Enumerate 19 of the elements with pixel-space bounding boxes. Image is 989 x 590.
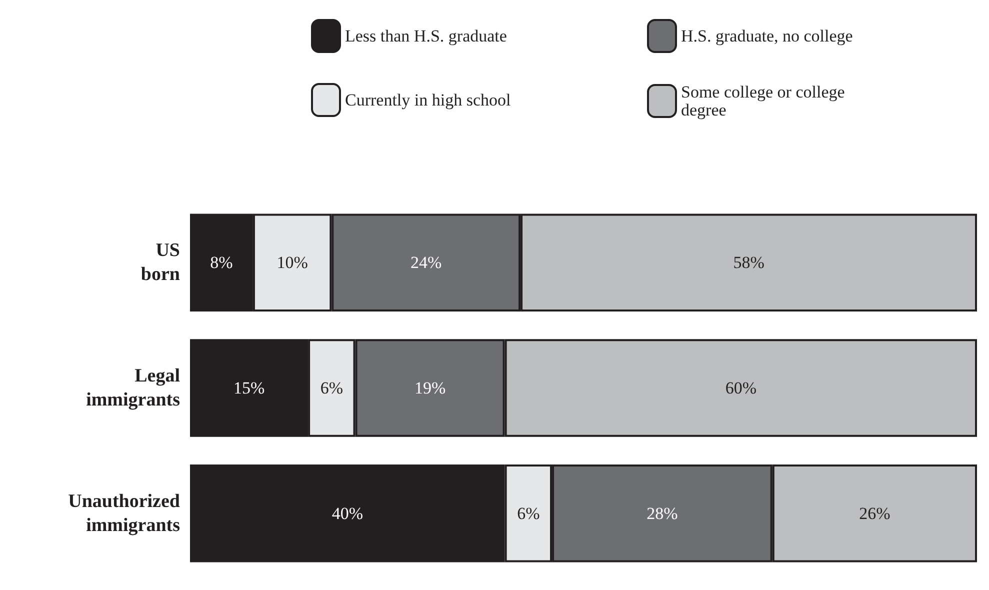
- data-label: 60%: [725, 378, 756, 398]
- legend-label: Currently in high school: [345, 90, 512, 110]
- y-tick-label: Legal immigrants: [86, 366, 180, 410]
- legend-label: H.S. graduate, no college: [681, 26, 853, 46]
- data-label: 58%: [733, 253, 764, 272]
- data-label: 28%: [646, 504, 678, 523]
- legend-label: Some college or college degree: [681, 82, 850, 120]
- data-label: 6%: [320, 378, 343, 398]
- data-label: 6%: [517, 504, 540, 523]
- data-label: 8%: [210, 253, 233, 272]
- data-label: 19%: [414, 378, 446, 398]
- data-label: 15%: [233, 378, 265, 398]
- legend-label: Less than H.S. graduate: [345, 26, 507, 46]
- y-tick-label: Unauthorized immigrants: [68, 490, 180, 536]
- data-label: 40%: [332, 504, 363, 523]
- y-tick-label: US born: [140, 240, 180, 286]
- data-label: 26%: [859, 504, 890, 523]
- data-label: 10%: [276, 253, 308, 272]
- data-label: 24%: [410, 253, 442, 272]
